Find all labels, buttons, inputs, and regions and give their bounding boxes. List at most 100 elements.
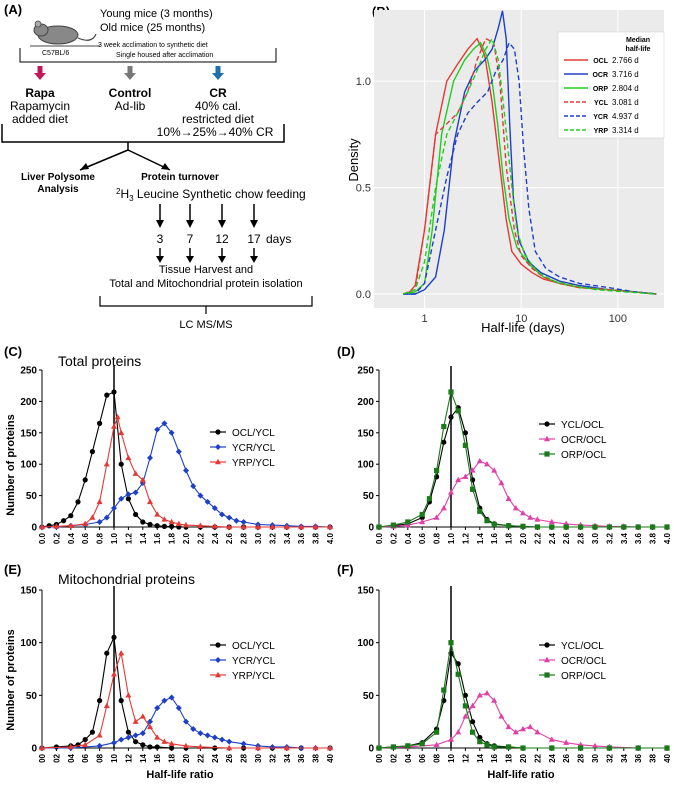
- triangle-marker: [118, 429, 125, 435]
- x-tick-label: 10: [110, 753, 119, 762]
- legend-label: ORP/OCL: [561, 671, 606, 682]
- x-tick-label: 2.4: [211, 532, 220, 544]
- harvest-line1: Tissue Harvest and: [159, 264, 253, 276]
- legend-item: OCL/YCL: [210, 641, 275, 652]
- day-12: 12: [215, 232, 229, 246]
- square-marker: [462, 442, 468, 448]
- mouse-strain: C57BL/6: [42, 50, 69, 57]
- x-tick-label: 12: [124, 753, 133, 762]
- triangle-marker: [462, 713, 469, 719]
- total-proteins-chart-treatment-old: (D) 0 50 100 150 200 250 0.0 0.2 0.4 0.6 0.8 1.0 1.2…: [337, 344, 672, 544]
- square-marker: [376, 524, 382, 530]
- legend-item: OCR/OCL: [539, 656, 607, 667]
- series-line: [378, 390, 667, 528]
- square-marker: [419, 741, 425, 747]
- diamond-marker: [96, 518, 103, 525]
- x-tick-label: 0.4: [404, 532, 413, 544]
- circle-marker: [448, 414, 454, 420]
- x-tick-label: 00: [375, 753, 384, 762]
- triangle-marker: [298, 523, 305, 530]
- x-tick-label: 38: [312, 753, 321, 762]
- square-marker: [506, 744, 512, 750]
- x-tick-label: 1.6: [490, 532, 499, 544]
- legend-median: 2.766 d: [612, 56, 639, 65]
- circle-marker: [125, 729, 131, 735]
- triangle-marker: [548, 736, 555, 742]
- triangle-marker: [82, 741, 89, 748]
- legend-label: OCL/YCL: [232, 428, 275, 439]
- y-tick-label: 0: [368, 523, 374, 534]
- x-tick-label: 32: [605, 753, 614, 762]
- y-tick-label: 0.0: [356, 289, 371, 301]
- circle-marker: [111, 634, 117, 640]
- legend-median: 4.937 d: [612, 112, 639, 121]
- legend-item-ycr: YCR 4.937 d: [564, 112, 639, 121]
- square-marker: [477, 508, 483, 514]
- diamond-marker: [211, 734, 218, 741]
- cohort-young: Young mice (3 months): [100, 8, 213, 20]
- series-ocr-ocl: [376, 690, 670, 751]
- square-marker: [470, 486, 476, 492]
- liver-line2: Analysis: [37, 184, 79, 195]
- triangle-marker: [96, 732, 103, 738]
- x-tick-label: 2.4: [548, 532, 557, 544]
- triangle-marker: [312, 744, 319, 751]
- triangle-marker: [505, 495, 512, 501]
- x-tick-label: 1.4: [476, 532, 485, 544]
- legend-item: YRP/YCL: [210, 458, 275, 469]
- diamond-marker: [240, 740, 247, 747]
- square-marker: [520, 523, 526, 529]
- circle-marker: [140, 519, 146, 525]
- triangle-marker: [125, 692, 132, 698]
- x-tick-label: 08: [433, 753, 442, 762]
- group-rapa-title: Rapa: [25, 86, 55, 100]
- triangle-marker: [476, 692, 483, 698]
- circle-marker: [140, 742, 146, 748]
- x-tick-label: 1: [421, 313, 427, 325]
- group-arrow-cr: [212, 66, 224, 80]
- legend-item-yrp: YRP 3.314 d: [564, 126, 639, 135]
- square-marker: [448, 389, 454, 395]
- diamond-marker: [154, 704, 161, 711]
- group-rapa-line1: Rapamycin: [10, 99, 70, 113]
- legend: OCL/YCL YCR/YCL YRP/YCL: [210, 641, 276, 682]
- liver-line1: Liver Polysome: [21, 172, 95, 183]
- x-tick-label: 28: [240, 753, 249, 762]
- x-tick-label: 2.0: [519, 532, 528, 544]
- series-ycr-ycl: [39, 694, 333, 751]
- x-tick-label: 10: [515, 313, 527, 325]
- x-tick-label: 2.6: [562, 532, 571, 544]
- x-tick-label: 0.4: [67, 532, 76, 544]
- x-tick-label: 34: [283, 753, 292, 762]
- series-ycl-ocl: [376, 650, 670, 751]
- circle-marker: [104, 650, 110, 656]
- x-tick-label: 4.0: [663, 532, 672, 544]
- square-marker: [405, 743, 411, 749]
- x-tick-label: 3.0: [591, 532, 600, 544]
- legend-label: YCL/OCL: [561, 420, 604, 431]
- legend-item: YRP/YCL: [210, 671, 275, 682]
- lcms-label: LC MS/MS: [179, 319, 232, 331]
- circle-marker: [147, 744, 153, 750]
- legend-name: YCR: [593, 114, 608, 121]
- circle-marker: [97, 698, 103, 704]
- x-tick-label: 24: [548, 753, 557, 762]
- triangle-marker: [534, 516, 541, 522]
- diamond-marker: [219, 736, 225, 743]
- group-cr-line1: 40% cal.: [195, 99, 241, 113]
- y-tick-label: 250: [20, 366, 37, 377]
- x-tick-label: 14: [139, 753, 148, 762]
- legend-item: ORP/OCL: [539, 671, 606, 682]
- y-tick-label: 1.0: [356, 76, 371, 88]
- x-tick-label: 1.6: [153, 532, 162, 544]
- diamond-marker: [161, 697, 168, 704]
- panel-e-subtitle: Mitochondrial proteins: [58, 571, 195, 587]
- panel-a: (A) C57BL/6 Young mice (3 months) Old mi…: [0, 0, 330, 340]
- circle-marker: [455, 661, 461, 667]
- triangle-marker: [476, 457, 483, 464]
- circle-marker: [154, 523, 160, 529]
- day-17: 17: [247, 232, 261, 246]
- triangle-marker: [89, 514, 96, 520]
- circle-marker: [544, 642, 550, 648]
- day-7: 7: [187, 232, 194, 246]
